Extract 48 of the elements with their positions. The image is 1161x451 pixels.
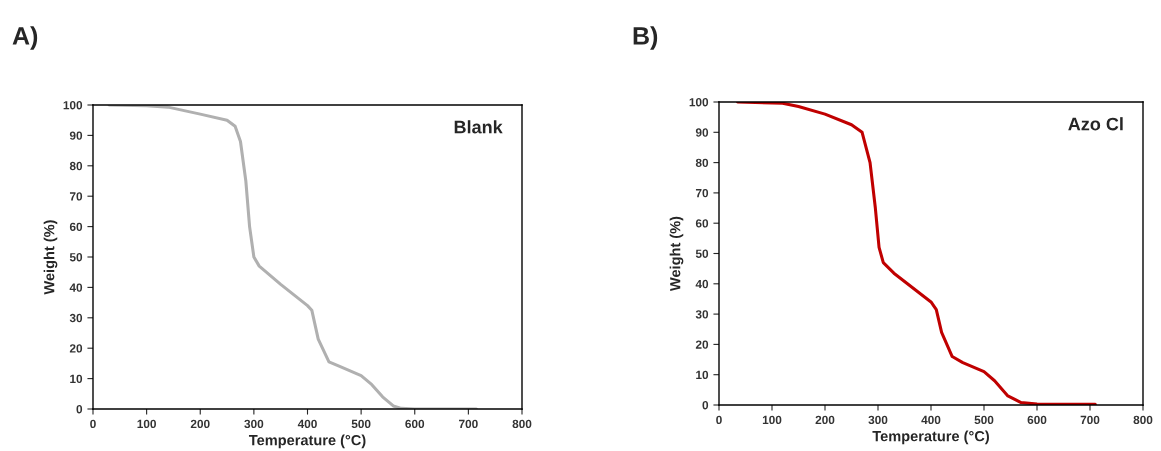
chart-title: B) [633,26,658,50]
y-axis-title: Weight (%) [669,216,684,292]
x-tick-label: 100 [762,415,782,425]
x-tick-label: 600 [405,419,425,429]
y-tick-label: 80 [69,161,83,171]
x-tick-label: 200 [190,419,210,429]
x-tick-label: 800 [512,419,532,429]
y-tick-label: 90 [695,128,709,137]
y-tick-label: 20 [69,344,83,353]
y-tick-label: 70 [69,192,83,201]
y-tick-label: 100 [63,101,83,110]
x-tick-label: 200 [815,415,835,425]
x-axis-title: Temperature (°C) [872,430,989,445]
y-tick-label: 60 [69,222,83,231]
y-tick-label: 20 [695,340,709,349]
chart-title: A) [12,26,38,50]
x-tick-label: 500 [974,415,994,425]
x-tick-label: 300 [244,419,264,429]
x-axis-title: Temperature (°C) [248,434,366,449]
y-tick-label: 50 [695,249,709,258]
annotation: Blank [454,120,503,134]
y-tick-label: 0 [702,401,709,410]
y-tick-label: 0 [76,405,83,414]
y-tick-label: 30 [69,313,83,323]
y-tick-label: 100 [689,98,709,107]
y-tick-label: 70 [695,188,709,198]
x-tick-label: 400 [297,419,317,429]
x-tick-label: 500 [351,419,371,429]
y-tick-label: 60 [695,219,709,228]
y-tick-label: 80 [695,158,709,167]
y-tick-label: 90 [69,131,83,140]
y-tick-label: 30 [695,310,709,319]
y-tick-label: 40 [695,279,709,289]
x-tick-label: 0 [716,415,722,425]
x-tick-label: 800 [1133,415,1153,425]
x-tick-label: 0 [90,419,96,429]
x-tick-label: 300 [868,415,888,425]
y-axis-title: Weight (%) [43,220,58,295]
x-tick-label: 700 [1080,415,1100,425]
y-tick-label: 40 [69,283,83,292]
y-tick-label: 50 [69,253,83,262]
x-tick-label: 100 [137,419,156,429]
y-tick-label: 10 [696,370,709,380]
x-tick-label: 400 [921,415,941,425]
x-tick-label: 600 [1027,415,1047,425]
annotation: Azo Cl [1068,117,1123,131]
y-tick-label: 10 [70,374,83,383]
x-tick-label: 700 [459,419,478,429]
